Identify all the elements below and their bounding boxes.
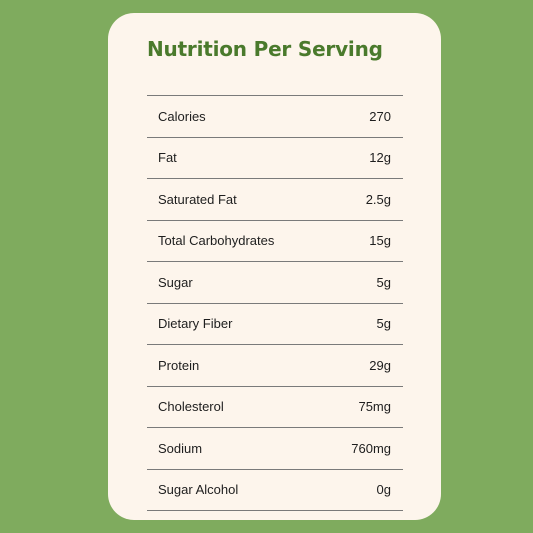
nutrient-label: Dietary Fiber: [158, 316, 233, 332]
nutrient-label: Cholesterol: [158, 399, 224, 415]
nutrient-value: 5g: [376, 274, 391, 290]
nutrient-label: Sugar Alcohol: [158, 482, 239, 498]
nutrition-table: Calories 270 Fat 12g Saturated Fat 2.5g …: [147, 95, 403, 511]
nutrient-label: Total Carbohydrates: [158, 233, 275, 249]
nutrition-row-dietary-fiber: Dietary Fiber 5g: [147, 304, 403, 345]
nutrition-row-saturated-fat: Saturated Fat 2.5g: [147, 179, 403, 221]
nutrition-row-calories: Calories 270: [147, 96, 403, 138]
nutrient-value: 270: [369, 108, 391, 124]
nutrient-value: 5g: [376, 316, 391, 332]
nutrient-label: Sodium: [158, 440, 203, 456]
nutrient-label: Calories: [158, 108, 206, 124]
nutrient-value: 760mg: [351, 440, 391, 456]
nutrition-row-fat: Fat 12g: [147, 138, 403, 179]
nutrient-label: Protein: [158, 357, 200, 373]
nutrient-value: 0g: [376, 482, 391, 498]
nutrient-label: Saturated Fat: [158, 191, 237, 207]
nutrient-value: 12g: [369, 150, 391, 166]
nutrient-label: Fat: [158, 150, 177, 166]
nutrient-value: 75mg: [358, 399, 391, 415]
nutrient-value: 2.5g: [365, 191, 391, 207]
nutrition-row-sugar-alcohol: Sugar Alcohol 0g: [147, 470, 403, 511]
nutrient-value: 29g: [369, 357, 391, 373]
card-title: Nutrition Per Serving: [147, 37, 383, 61]
nutrition-row-total-carbohydrates: Total Carbohydrates 15g: [147, 221, 403, 262]
nutrient-value: 15g: [369, 233, 391, 249]
nutrition-row-sugar: Sugar 5g: [147, 262, 403, 304]
nutrition-row-cholesterol: Cholesterol 75mg: [147, 387, 403, 428]
nutrition-row-sodium: Sodium 760mg: [147, 428, 403, 470]
nutrition-row-protein: Protein 29g: [147, 345, 403, 387]
nutrient-label: Sugar: [158, 274, 193, 290]
nutrition-card: Nutrition Per Serving Calories 270 Fat 1…: [108, 13, 441, 520]
